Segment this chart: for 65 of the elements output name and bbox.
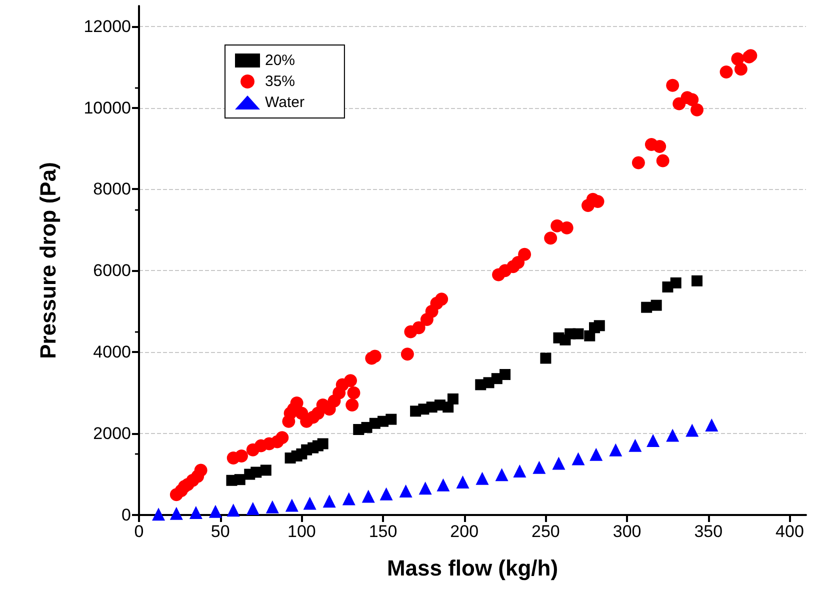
point [380,487,393,500]
x-tick-label: 50 [210,522,230,541]
legend-label: 35% [265,73,296,90]
point [399,484,412,498]
point [572,328,584,340]
point [670,277,682,288]
point [246,502,260,515]
point [418,482,432,495]
x-axis-title: Mass flow (kg/h) [386,556,558,580]
point [540,352,552,364]
point [285,498,298,512]
point [705,418,718,432]
x-tick-label: 250 [532,522,560,541]
point [650,300,662,311]
point [303,496,316,510]
point [590,448,603,461]
point [666,428,680,442]
point [456,476,470,489]
point [189,506,202,520]
y-tick-label: 2000 [93,424,131,444]
point [266,500,279,514]
point [362,490,375,503]
x-tick-label: 150 [368,522,398,541]
point [447,393,458,404]
point [260,464,272,476]
y-tick-label: 8000 [93,180,131,199]
point [234,474,246,486]
y-tick-label: 4000 [93,342,131,362]
x-tick-label: 0 [134,522,144,541]
x-tick-label: 200 [450,522,479,541]
point [342,492,356,506]
point [250,466,262,478]
point [646,434,660,447]
y-axis-title: Pressure drop (Pa) [36,162,60,359]
point [152,508,166,521]
x-tick-label: 400 [776,522,804,541]
point [594,320,605,332]
x-tick-label: 350 [694,522,723,541]
point [208,504,222,518]
point [532,460,546,474]
x-tick-label: 300 [612,522,642,541]
point [500,369,511,380]
point [317,438,328,450]
point [495,468,508,482]
point [513,464,526,478]
legend-label: Water [265,94,304,111]
point [552,456,566,470]
point [226,504,240,517]
point [476,472,489,485]
y-tick-label: 12000 [84,16,131,36]
point [572,452,585,466]
point [641,302,652,313]
point [170,506,183,520]
point [692,275,702,286]
point [322,494,336,508]
point [386,414,397,425]
x-tick-label: 100 [287,522,316,541]
point [436,478,450,492]
legend-label: 20% [265,52,296,69]
point [628,438,642,452]
y-tick-label: 0 [122,506,131,524]
y-tick-label: 10000 [84,98,131,118]
y-tick-label: 6000 [93,261,131,280]
point [686,424,699,437]
point [609,443,622,456]
